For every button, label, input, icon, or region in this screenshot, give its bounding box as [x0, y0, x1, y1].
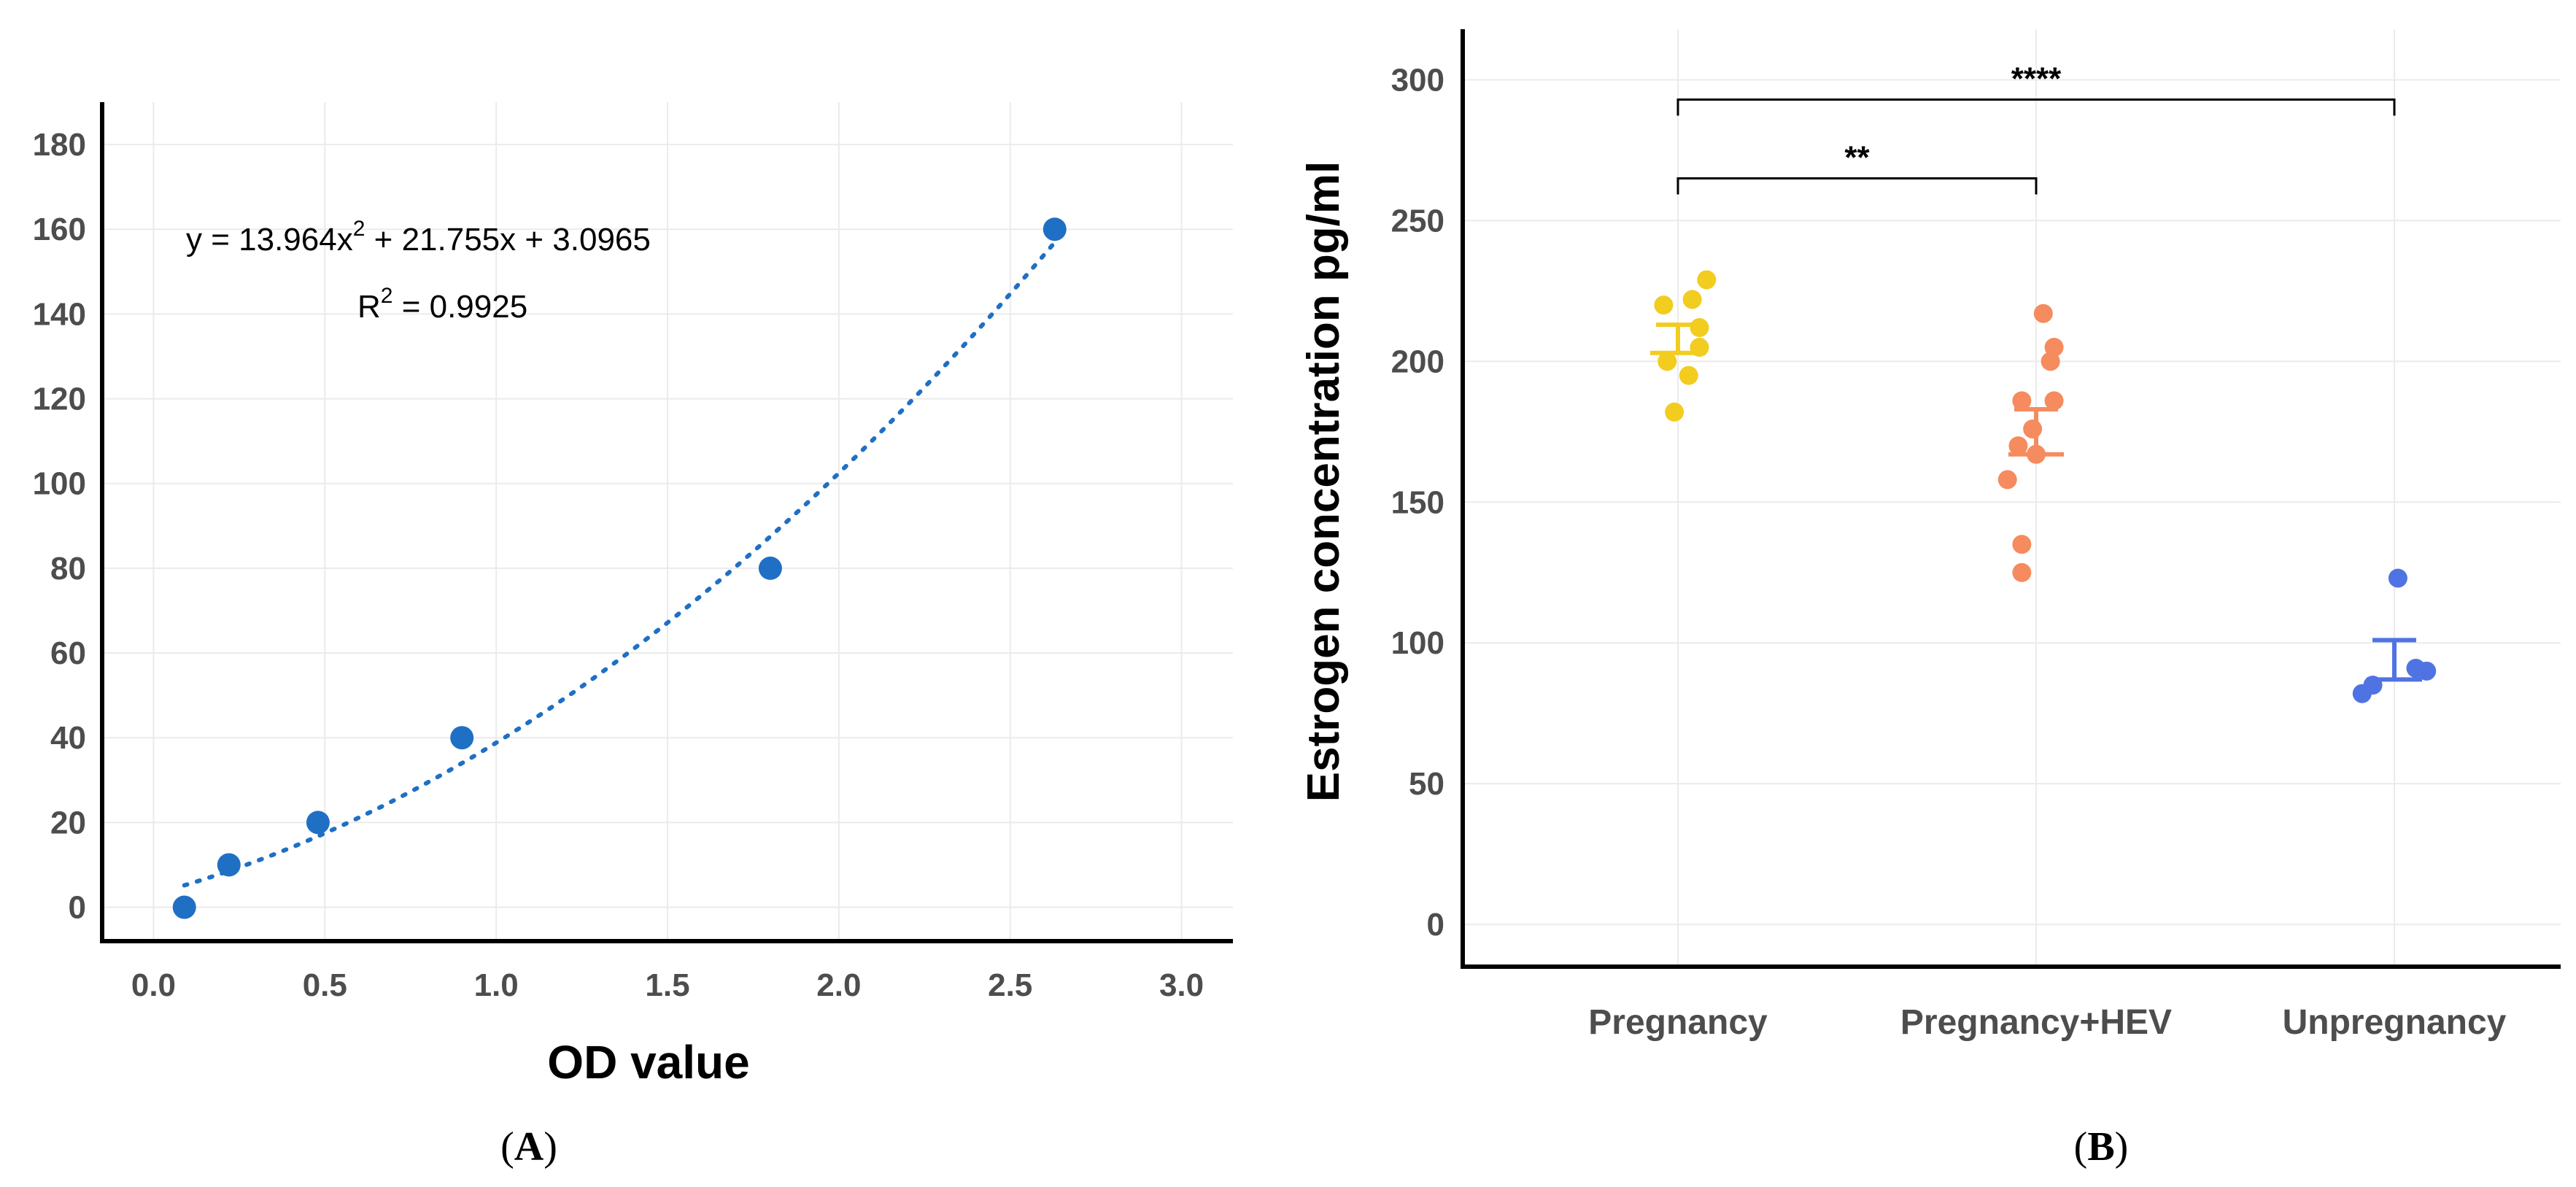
y-tick-label: 200 — [1391, 344, 1444, 379]
chart-a-axes — [100, 102, 1233, 943]
data-point — [1658, 352, 1677, 371]
chart-a: 0.0 0.5 1.0 1.5 2.0 2.5 3.0 0 20 40 60 80 100 120 140 1… — [33, 102, 1233, 1169]
y-tick-label: 250 — [1391, 203, 1444, 239]
r-squared-superscript: 2 — [381, 284, 393, 308]
y-tick-label: 100 — [1391, 625, 1444, 661]
x-tick-label: 0.0 — [131, 967, 176, 1003]
panel-label-a: A — [514, 1124, 544, 1169]
y-tick-label: 300 — [1391, 62, 1444, 98]
chart-a-panel-label: (A) — [500, 1124, 557, 1169]
panel-label-b: B — [2087, 1124, 2114, 1169]
chart-b-tick-labels: 0 50 100 150 200 250 300 Pregnancy Pregnancy+HEV… — [1391, 62, 2507, 1042]
chart-a-r-squared: R2 = 0.9925 — [357, 284, 527, 325]
significance-label: **** — [2011, 61, 2062, 96]
y-tick-label: 0 — [1427, 907, 1444, 943]
data-point — [2008, 436, 2028, 456]
y-tick-label: 150 — [1391, 484, 1444, 520]
data-point — [1679, 366, 1698, 385]
data-point — [758, 556, 782, 580]
chart-a-tick-labels: 0.0 0.5 1.0 1.5 2.0 2.5 3.0 0 20 40 60 80 100 120 140 1… — [33, 127, 1204, 1003]
data-point — [217, 853, 241, 877]
y-tick-label: 160 — [33, 212, 86, 247]
category-label: Pregnancy — [1588, 1003, 1768, 1042]
significance-bracket — [1676, 98, 2396, 116]
chart-b-y-axis-title: Estrogen concentration pg/ml — [1299, 161, 1349, 802]
significance-bracket — [1676, 177, 2038, 195]
category-label: Pregnancy+HEV — [1900, 1003, 2172, 1042]
trendline — [182, 240, 1057, 888]
data-point — [1043, 217, 1067, 241]
chart-b-grid — [1463, 29, 2561, 967]
x-tick-label: 2.5 — [988, 967, 1032, 1003]
x-tick-label: 3.0 — [1159, 967, 1204, 1003]
data-point — [1682, 290, 1702, 309]
data-point — [2012, 391, 2032, 411]
y-tick-label: 120 — [33, 382, 86, 417]
x-tick-label: 1.5 — [645, 967, 689, 1003]
y-tick-label: 40 — [50, 720, 86, 756]
data-point — [306, 811, 330, 835]
x-tick-label: 0.5 — [303, 967, 347, 1003]
data-point — [2388, 568, 2407, 588]
data-point — [1690, 318, 1709, 338]
chart-b-axes — [1461, 29, 2561, 969]
y-tick-label: 180 — [33, 127, 86, 163]
equation-prefix: y = 13.964x — [186, 222, 353, 258]
x-tick-label: 2.0 — [816, 967, 861, 1003]
r-squared-suffix: = 0.9925 — [392, 289, 527, 325]
equation-suffix: + 21.755x + 3.0965 — [365, 222, 650, 258]
data-point — [2023, 419, 2043, 438]
data-point — [2012, 535, 2032, 554]
y-tick-label: 50 — [1409, 766, 1444, 802]
y-tick-label: 0 — [69, 890, 86, 926]
chart-b-panel-label: (B) — [2074, 1124, 2129, 1169]
data-point — [2352, 684, 2372, 703]
data-point — [1997, 470, 2017, 490]
chart-b-significance-brackets: ****** — [1676, 61, 2396, 195]
data-point — [2012, 562, 2032, 582]
chart-b-error-bars — [1650, 322, 2422, 682]
y-tick-label: 80 — [50, 551, 86, 587]
data-point — [1697, 270, 1717, 290]
y-tick-label: 140 — [33, 296, 86, 332]
chart-a-points — [172, 217, 1067, 919]
equation-superscript: 2 — [353, 217, 365, 241]
data-point — [2033, 303, 2053, 323]
data-point — [2041, 352, 2060, 371]
category-label: Unpregnancy — [2283, 1003, 2507, 1042]
data-point — [1654, 295, 1674, 315]
r-squared-prefix: R — [357, 289, 381, 325]
chart-a-grid — [102, 102, 1233, 941]
y-tick-label: 100 — [33, 466, 86, 502]
chart-b-points — [1654, 270, 2437, 703]
chart-a-trendline-group — [182, 240, 1057, 888]
chart-a-x-axis-title: OD value — [547, 1036, 749, 1089]
data-point — [2044, 391, 2064, 411]
data-point — [450, 726, 474, 750]
y-tick-label: 20 — [50, 805, 86, 840]
y-tick-label: 60 — [50, 635, 86, 671]
x-tick-label: 1.0 — [474, 967, 519, 1003]
data-point — [1665, 402, 1685, 422]
significance-label: ** — [1844, 140, 1870, 176]
chart-a-equation: y = 13.964x2 + 21.755x + 3.0965 — [186, 217, 651, 258]
data-point — [2417, 661, 2437, 681]
data-point — [172, 895, 196, 919]
